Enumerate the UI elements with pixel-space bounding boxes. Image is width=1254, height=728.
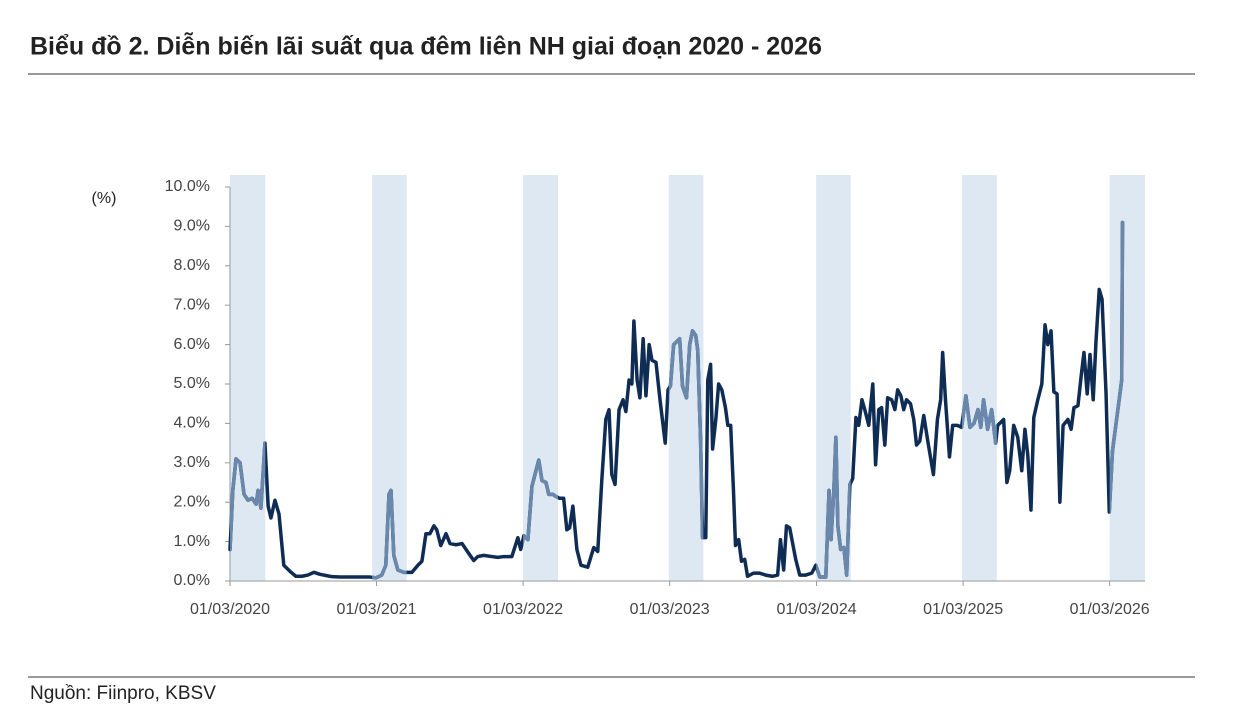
y-tick-label: 5.0%	[174, 375, 210, 392]
y-tick-label: 4.0%	[174, 415, 210, 432]
shaded-band	[230, 175, 266, 581]
y-axis-label: (%)	[92, 190, 117, 207]
y-tick-label: 0.0%	[174, 572, 210, 589]
x-tick-label: 01/03/2023	[630, 601, 710, 618]
x-tick-label: 01/03/2024	[777, 601, 857, 618]
y-tick-label: 6.0%	[174, 336, 210, 353]
y-tick-label: 10.0%	[165, 178, 210, 195]
x-tick-label: 01/03/2020	[190, 601, 270, 618]
x-tick-label: 01/03/2026	[1070, 601, 1150, 618]
source: Nguồn: Fiinpro, KBSV	[30, 683, 216, 704]
y-tick-label: 8.0%	[174, 257, 210, 274]
chart-title: Biểu đồ 2. Diễn biến lãi suất qua đêm li…	[30, 31, 822, 61]
x-tick-label: 01/03/2022	[483, 601, 563, 618]
shaded-band	[961, 175, 997, 581]
y-tick-label: 9.0%	[174, 218, 210, 235]
shaded-band	[1109, 175, 1145, 581]
x-tick-label: 01/03/2021	[337, 601, 417, 618]
y-tick-label: 3.0%	[174, 454, 210, 471]
y-tick-label: 7.0%	[174, 296, 210, 313]
x-tick-label: 01/03/2025	[923, 601, 1003, 618]
y-tick-label: 2.0%	[174, 493, 210, 510]
y-tick-label: 1.0%	[174, 533, 210, 550]
